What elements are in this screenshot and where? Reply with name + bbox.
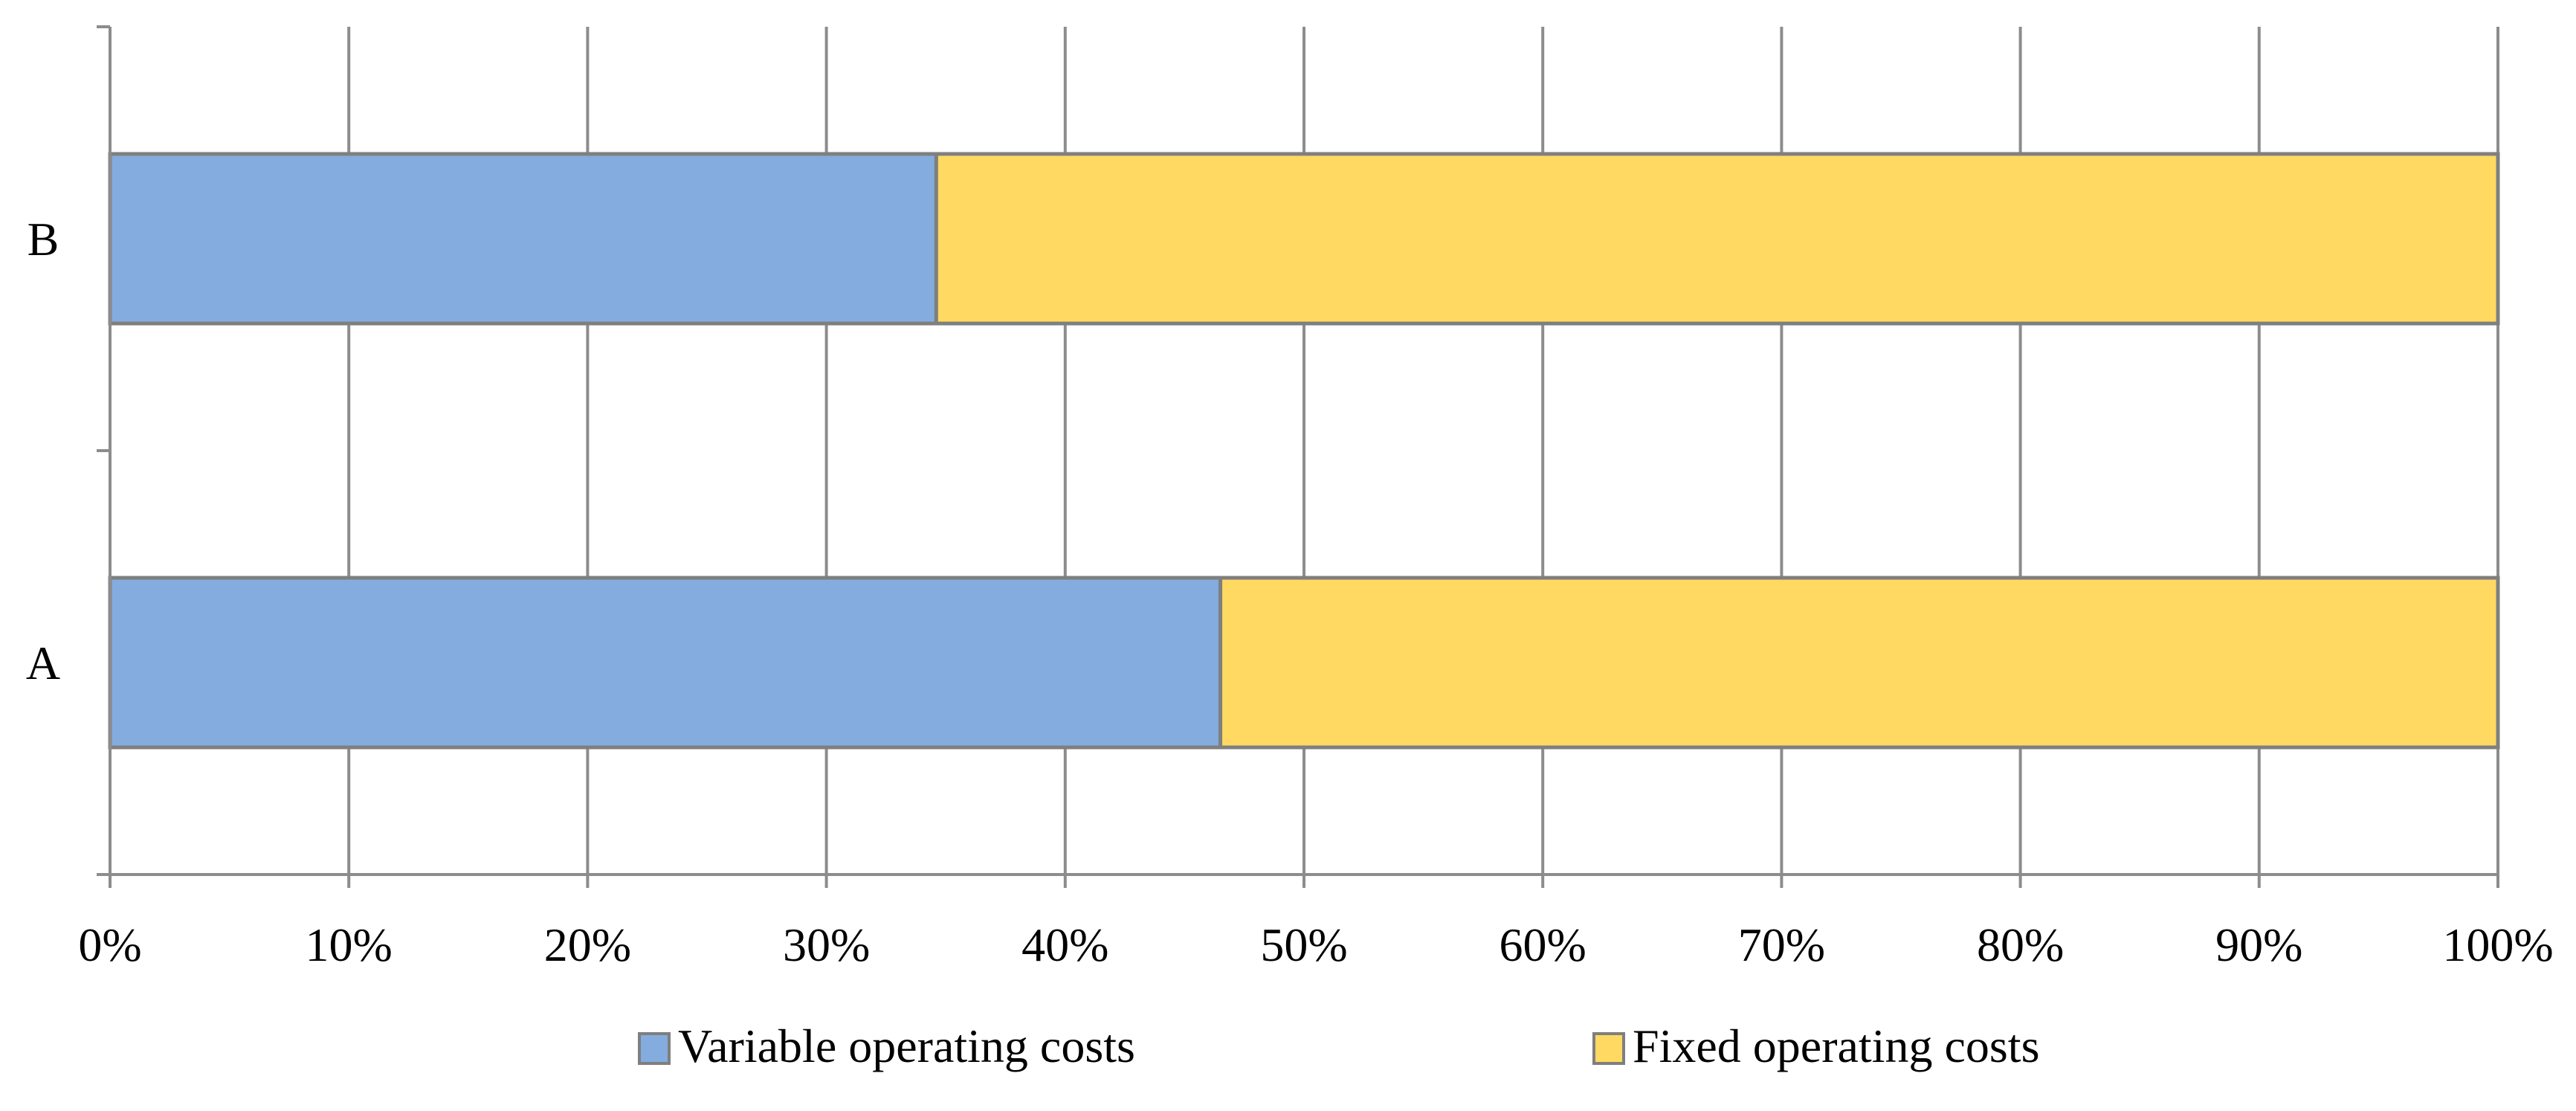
x-tick-label-10: 10% [306,918,393,971]
category-label-B: B [28,213,59,265]
x-tick-label-80: 80% [1977,918,2064,971]
legend-fixed-swatch [1592,1032,1625,1065]
x-tick-label-20: 20% [544,918,631,971]
legend: Variable operating costs Fixed operating … [638,1020,2039,1072]
bar-A-fixed [1218,576,2500,750]
x-tick-label-70: 70% [1738,918,1825,971]
legend-variable-swatch [638,1032,671,1065]
legend-fixed-label: Fixed operating costs [1633,1020,2039,1072]
x-tick-label-60: 60% [1500,918,1586,971]
bars [108,152,2500,750]
axes [97,25,2499,888]
x-tick-label-50: 50% [1260,918,1347,971]
x-tick-label-30: 30% [783,918,870,971]
bar-B-variable [108,152,938,326]
x-tick-label-90: 90% [2215,918,2302,971]
category-labels: AB [26,213,60,689]
category-label-A: A [26,637,60,689]
x-tick-labels: 0% 10% 20% 30% 40% 50% 60% 70% 80% 90% 100% [78,918,2553,971]
bar-B-fixed [934,152,2500,326]
legend-variable-label: Variable operating costs [678,1020,1135,1072]
x-tick-label-40: 40% [1021,918,1108,971]
x-tick-label-100: 100% [2442,918,2553,971]
bar-A-variable [108,576,1223,750]
x-tick-label-0: 0% [78,918,141,971]
